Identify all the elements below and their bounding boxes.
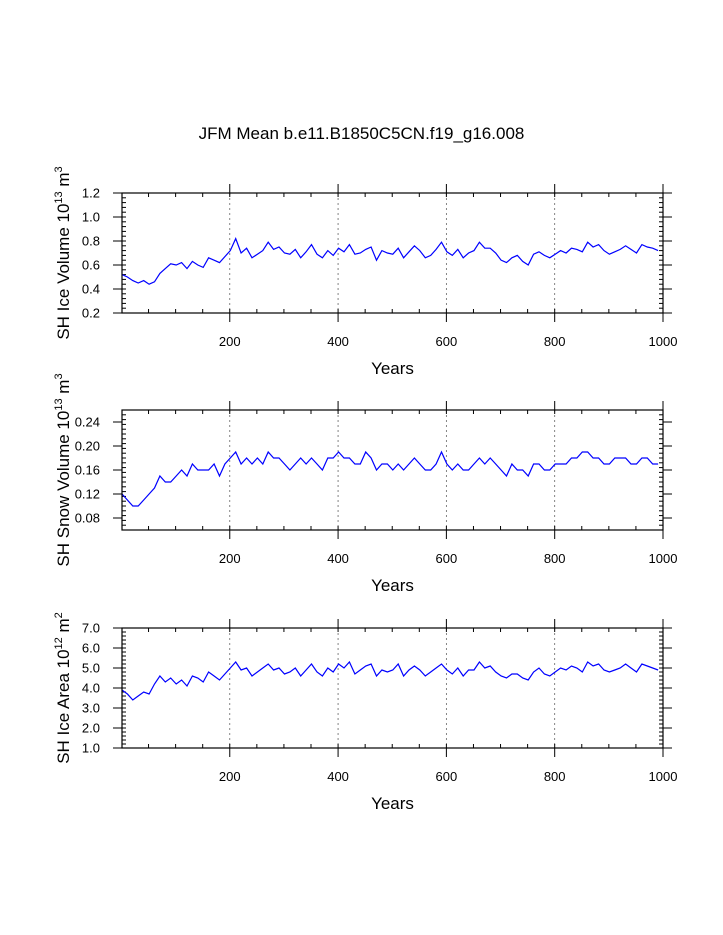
- y-tick-label: 6.0: [82, 641, 100, 656]
- y-tick-label: 0.6: [82, 258, 100, 273]
- x-tick-label: 200: [219, 551, 241, 566]
- x-axis-label: Years: [371, 576, 414, 595]
- y-label-base: SH Snow Volume 10: [54, 411, 73, 567]
- x-tick-label: 600: [436, 769, 458, 784]
- y-tick-label: 0.16: [75, 463, 100, 478]
- x-tick-label: 400: [327, 334, 349, 349]
- x-tick-label: 200: [219, 769, 241, 784]
- chart-panel-3: 200 400 600 800 1000 1.0 2.0 3.0 4.0 5.0 6.0 7.0 Yea…: [53, 612, 677, 813]
- y-tick-label: 1.2: [82, 186, 100, 201]
- plot-frame: [121, 409, 664, 531]
- y-label-exponent: 12: [53, 637, 65, 649]
- y-label-unit: m: [54, 380, 73, 399]
- plot-frame: [121, 627, 664, 749]
- y-label-base: SH Ice Volume 10: [54, 204, 73, 340]
- y-tick-label: 0.24: [75, 415, 100, 430]
- y-tick-label: 4.0: [82, 681, 100, 696]
- y-tick-label: 1.0: [82, 210, 100, 225]
- y-label-unit-exponent: 3: [53, 373, 65, 379]
- y-tick-label: 7.0: [82, 621, 100, 636]
- y-tick-label: 5.0: [82, 661, 100, 676]
- y-label-unit-exponent: 2: [53, 612, 65, 618]
- y-axis-label: SH Ice Volume 1013 m3: [53, 166, 73, 339]
- x-tick-label: 800: [544, 334, 566, 349]
- x-tick-label: 400: [327, 551, 349, 566]
- x-axis-label: Years: [371, 794, 414, 813]
- x-tick-label: 600: [436, 551, 458, 566]
- y-tick-label: 1.0: [82, 741, 100, 756]
- y-axis-label: SH Snow Volume 1013 m3: [53, 373, 73, 566]
- y-tick-label: 2.0: [82, 721, 100, 736]
- y-tick-label: 0.12: [75, 487, 100, 502]
- x-tick-label: 400: [327, 769, 349, 784]
- x-tick-label: 1000: [649, 769, 678, 784]
- y-label-unit: m: [54, 172, 73, 191]
- y-tick-label: 0.20: [75, 439, 100, 454]
- x-tick-label: 800: [544, 769, 566, 784]
- y-tick-label: 0.4: [82, 282, 100, 297]
- y-label-exponent: 13: [53, 398, 65, 410]
- x-tick-label: 600: [436, 334, 458, 349]
- y-tick-label: 3.0: [82, 701, 100, 716]
- x-tick-label: 200: [219, 334, 241, 349]
- series-line: [121, 450, 659, 507]
- x-tick-label: 1000: [649, 551, 678, 566]
- y-tick-label: 0.8: [82, 234, 100, 249]
- y-label-exponent: 13: [53, 191, 65, 203]
- y-label-unit: m: [54, 618, 73, 637]
- chart-panel-2: 200 400 600 800 1000 0.08 0.12 0.16 0.20 0.24 Year…: [53, 373, 677, 595]
- y-tick-label: 0.2: [82, 306, 100, 321]
- y-label-base: SH Ice Area 10: [54, 649, 73, 763]
- x-tick-label: 800: [544, 551, 566, 566]
- y-axis-label: SH Ice Area 1012 m2: [53, 612, 73, 764]
- x-tick-label: 1000: [649, 334, 678, 349]
- plot-frame: [121, 192, 664, 314]
- chart-panel-1: 200 400 600 800 1000 0.2 0.4 0.6 0.8 1.0 1.2 Years S…: [53, 166, 677, 378]
- figure-title: JFM Mean b.e11.B1850C5CN.f19_g16.008: [198, 124, 525, 143]
- x-axis-label: Years: [371, 359, 414, 378]
- series-line: [121, 237, 659, 285]
- y-label-unit-exponent: 3: [53, 166, 65, 172]
- series-line: [121, 660, 659, 701]
- y-tick-label: 0.08: [75, 511, 100, 526]
